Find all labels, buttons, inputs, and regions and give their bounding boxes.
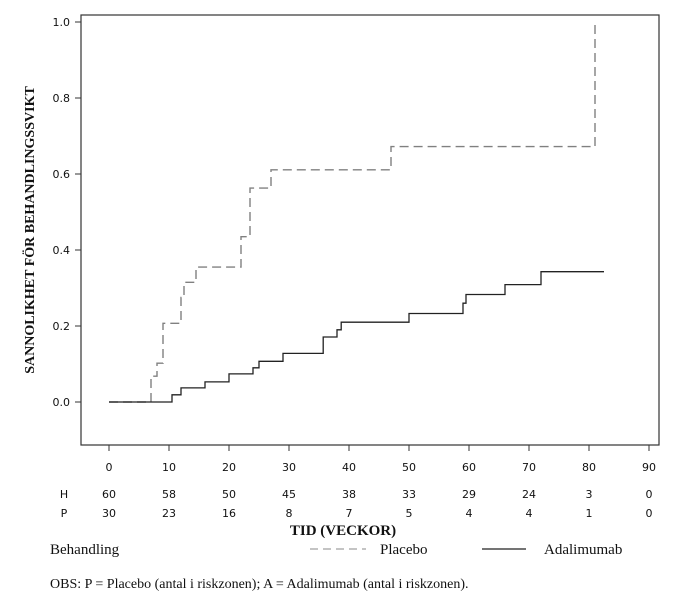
y-axis-label: SANNOLIKHET FÖR BEHANDLINGSSVIKT [21,86,38,374]
x-tick-label: 10 [162,461,176,474]
risk-count: 38 [342,488,356,501]
y-axis: 0.0 0.2 0.4 0.6 0.8 1.0 [53,16,81,409]
risk-count: 50 [222,488,236,501]
y-tick-label: 0.4 [53,244,71,257]
risk-count: 7 [346,507,353,520]
legend-label-placebo: Placebo [380,542,427,558]
series-group [109,22,604,403]
y-tick-label: 0.0 [53,396,71,409]
risk-count: 4 [526,507,533,520]
x-axis: 0 10 20 30 40 50 60 70 80 90 [106,445,656,474]
y-tick-label: 0.8 [53,92,71,105]
risk-count: 29 [462,488,476,501]
x-tick-label: 30 [282,461,296,474]
footnote: OBS: P = Placebo (antal i riskzonen); A … [50,577,468,592]
risk-count: 0 [646,507,653,520]
y-tick-label: 0.6 [53,168,71,181]
risk-count: 5 [406,507,413,520]
series-line-placebo [109,22,596,403]
risk-count: 23 [162,507,176,520]
legend-title: Behandling [50,542,120,558]
risk-row-label: H [60,488,68,501]
x-tick-label: 60 [462,461,476,474]
risk-table: H 60 58 50 45 38 33 29 24 3 0P 30 23 16 8 7 5 4 4 1 0 [60,488,653,520]
risk-count: 58 [162,488,176,501]
x-tick-label: 50 [402,461,416,474]
series-line-adalimumab [109,271,604,403]
x-axis-label: TID (VECKOR) [290,523,396,539]
x-tick-label: 0 [106,461,113,474]
risk-count: 0 [646,488,653,501]
risk-count: 24 [522,488,536,501]
legend-label-adalimumab: Adalimumab [544,542,622,558]
x-tick-label: 70 [522,461,536,474]
y-tick-label: 0.2 [53,320,71,333]
risk-count: 4 [466,507,473,520]
x-tick-label: 90 [642,461,656,474]
risk-count: 45 [282,488,296,501]
y-tick-label: 1.0 [53,16,71,29]
risk-count: 1 [586,507,593,520]
risk-count: 60 [102,488,116,501]
x-tick-label: 40 [342,461,356,474]
risk-row-label: P [61,507,68,520]
risk-count: 8 [286,507,293,520]
risk-count: 30 [102,507,116,520]
risk-count: 16 [222,507,236,520]
legend: Behandling Placebo Adalimumab [50,542,622,558]
risk-count: 33 [402,488,416,501]
x-tick-label: 80 [582,461,596,474]
plot-frame [80,14,660,446]
risk-count: 3 [586,488,593,501]
x-tick-label: 20 [222,461,236,474]
